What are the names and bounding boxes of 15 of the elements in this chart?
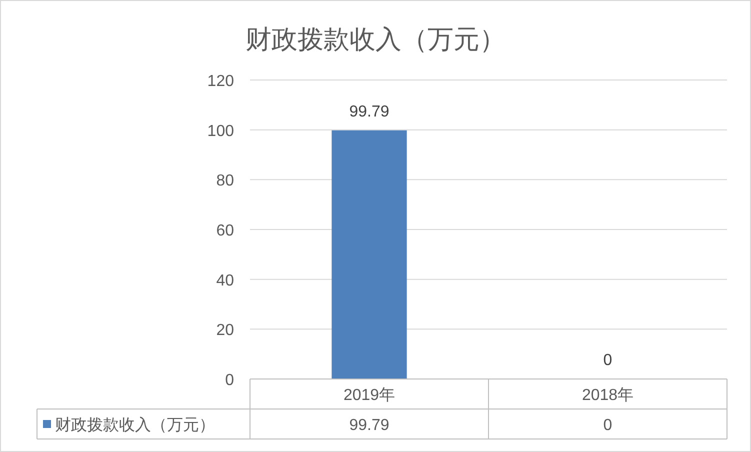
data-label: 99.79 (349, 103, 390, 120)
y-tick-label: 100 (207, 122, 234, 140)
y-tick-label: 0 (225, 372, 234, 389)
y-tick-label: 20 (216, 322, 234, 340)
legend-label: 财政拨款收入（万元） (55, 416, 215, 434)
data-label: 0 (603, 352, 612, 369)
text: 99.79 (349, 417, 390, 434)
text: 0 (603, 417, 612, 434)
y-tick-label: 40 (216, 272, 234, 290)
y-tick-label: 80 (216, 172, 234, 190)
y-tick-label: 120 (207, 73, 234, 90)
chart-title: 财政拨款收入（万元） (246, 24, 506, 54)
x-tick-label: 2018年 (582, 387, 634, 404)
x-tick-label: 2019年 (343, 387, 396, 404)
y-tick-label: 60 (216, 222, 234, 240)
